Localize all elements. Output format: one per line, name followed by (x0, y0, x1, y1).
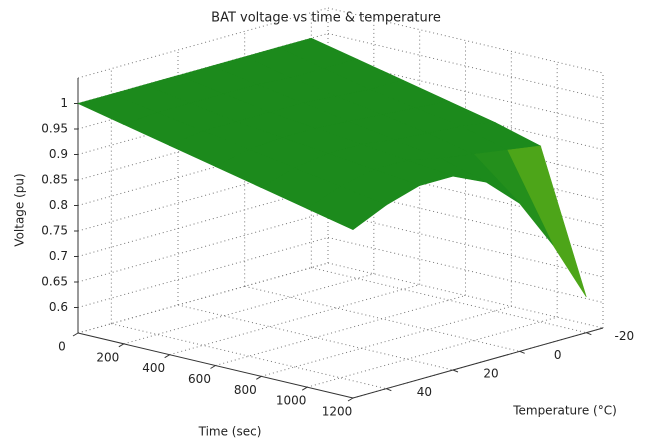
x-tick (347, 397, 354, 402)
x-tick-label: 800 (234, 383, 257, 397)
z-tick-label: 0.95 (41, 122, 68, 136)
grid-line (311, 267, 587, 334)
z-axis-label: Voltage (pu) (13, 173, 27, 246)
grid-line (177, 304, 454, 371)
y-tick-label: 0 (554, 348, 562, 362)
z-tick-label: 0.9 (49, 147, 68, 161)
surface-patch (506, 145, 587, 298)
grid-line (123, 273, 374, 345)
grid-line (261, 305, 512, 377)
x-tick-label: 600 (188, 372, 211, 386)
grid-line (111, 323, 387, 390)
box-edge (77, 7, 329, 79)
y-tick-label: 40 (417, 385, 432, 399)
x-tick (256, 375, 262, 380)
z-tick-label: 0.85 (41, 173, 68, 187)
y-tick-label: -20 (615, 329, 635, 343)
y-axis (352, 327, 604, 399)
x-tick (210, 365, 216, 369)
x-tick-label: 1200 (322, 405, 353, 419)
grid-line (244, 285, 520, 352)
x-tick-label: 1000 (276, 394, 307, 408)
z-tick-label: 0.6 (49, 300, 68, 314)
x-tick (301, 386, 308, 391)
y-tick (519, 350, 525, 354)
z-tick-label: 0.65 (41, 275, 68, 289)
x-tick (164, 354, 170, 359)
y-tick (386, 388, 392, 392)
x-tick-label: 400 (142, 361, 165, 375)
x-axis-label: Time (sec) (198, 425, 262, 439)
y-axis-label: Temperature (°C) (512, 404, 617, 418)
grid-line (307, 316, 558, 388)
grid-line (77, 237, 329, 308)
grid-line (215, 295, 466, 366)
x-tick-label: 0 (58, 340, 66, 354)
x-tick-label: 200 (96, 350, 119, 364)
z-tick-label: 0.75 (41, 224, 68, 238)
chart-title: BAT voltage vs time & temperature (211, 11, 441, 26)
grid-line (77, 211, 329, 283)
x-tick (118, 343, 125, 348)
y-tick (586, 332, 592, 336)
x-tick (72, 332, 79, 337)
z-tick-label: 0.7 (49, 249, 68, 263)
z-tick-label: 0.8 (49, 198, 68, 212)
y-tick-label: 20 (483, 367, 498, 381)
y-tick (452, 369, 459, 373)
z-tick-label: 1 (60, 96, 68, 110)
grid-line (77, 262, 329, 334)
surface-patch (306, 186, 387, 231)
grid-line (169, 284, 420, 356)
